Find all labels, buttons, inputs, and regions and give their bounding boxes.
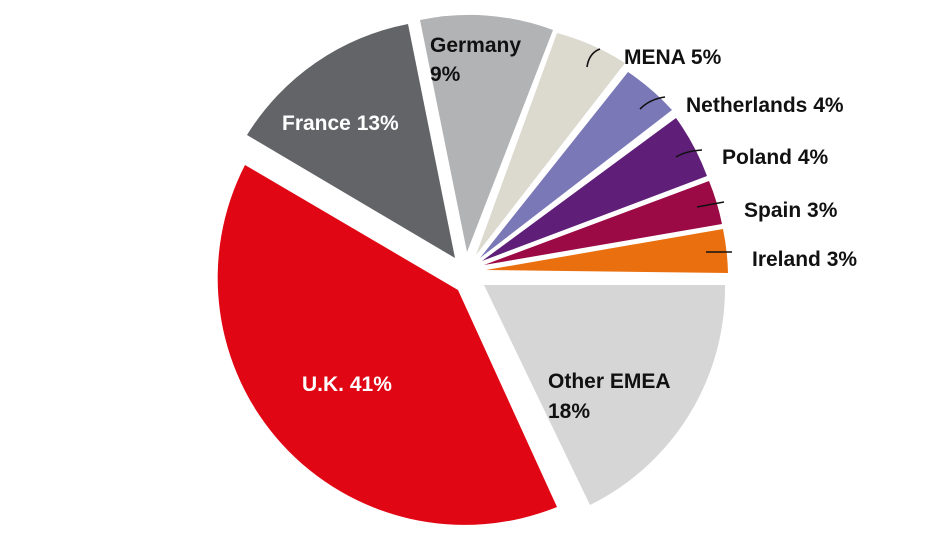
slice-poland[interactable] <box>482 118 707 261</box>
label-other-emea-line1: Other EMEA <box>548 370 671 393</box>
label-spain: Spain 3% <box>744 199 838 222</box>
slice-mena[interactable] <box>476 33 625 255</box>
slice-spain[interactable] <box>484 181 722 265</box>
slice-ireland[interactable] <box>486 229 728 273</box>
slice-france[interactable] <box>247 24 455 258</box>
slice-uk[interactable] <box>217 165 557 525</box>
leader-line-spain <box>696 201 725 208</box>
label-uk: U.K. 41% <box>302 373 392 396</box>
label-other-emea-line2: 18% <box>548 400 590 423</box>
label-mena: MENA 5% <box>624 46 722 69</box>
slice-germany[interactable] <box>420 14 553 252</box>
slice-netherlands[interactable] <box>480 72 672 258</box>
leader-line-netherlands <box>639 96 666 110</box>
label-netherlands: Netherlands 4% <box>686 94 844 117</box>
label-germany-line1: Germany <box>430 34 521 57</box>
label-poland: Poland 4% <box>722 146 829 169</box>
slice-other-emea[interactable] <box>484 285 726 505</box>
leader-line-mena <box>586 48 601 68</box>
label-germany-line2: 9% <box>430 63 461 86</box>
leader-line-poland <box>675 149 703 158</box>
label-france: France 13% <box>282 112 399 135</box>
label-ireland: Ireland 3% <box>752 248 857 271</box>
